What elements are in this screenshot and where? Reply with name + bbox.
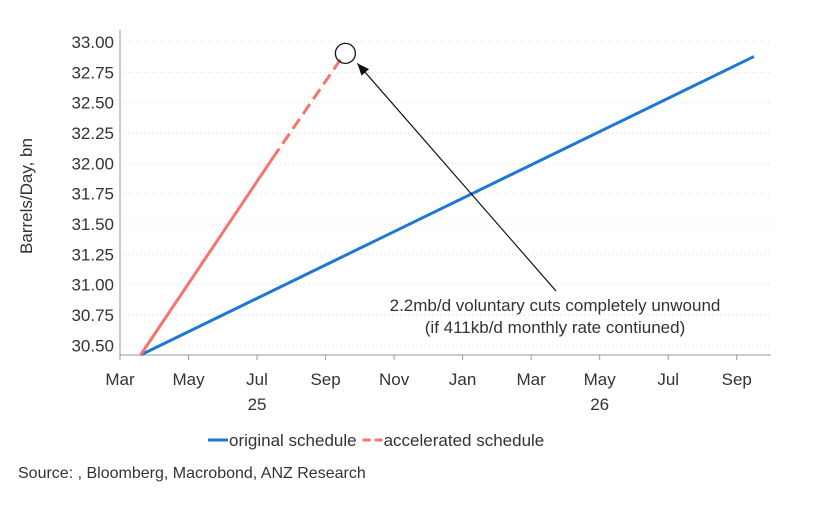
y-tick-label: 32.75 [71,63,114,82]
x-year-label: 25 [248,395,267,414]
x-tick-labels: Mar May Jul Sep Nov Jan Mar May Jul Sep 25 26 [105,370,752,414]
y-tick-label: 32.00 [71,154,114,173]
annotation-arrowhead [357,63,370,76]
series-layer [139,54,755,357]
x-tick-label: Jan [449,370,476,389]
x-tick-label: Jul [246,370,268,389]
annotation-text: (if 411kb/d monthly rate contiuned) [425,318,686,337]
annotation-layer: 2.2mb/d voluntary cuts completely unwoun… [334,42,721,337]
series-line-accelerated-schedule [139,157,274,356]
series-line-accelerated-schedule-projection [271,54,345,160]
y-tick-label: 30.50 [71,336,114,355]
x-tick-label: Jul [657,370,679,389]
x-tick-label: May [172,370,205,389]
x-tick-label: Sep [310,370,340,389]
annotation-circle [334,42,357,64]
y-tick-label: 30.75 [71,306,114,325]
y-tick-label: 31.50 [71,215,114,234]
source-note: Source: , Bloomberg, Macrobond, ANZ Rese… [18,465,366,482]
x-tick-label: Mar [517,370,547,389]
axes-layer [119,30,771,360]
annotation-arrow-line [356,62,557,292]
legend: original schedule accelerated schedule [208,431,544,450]
y-axis-label: Barrels/Day, bn [17,138,36,254]
y-tick-label: 32.50 [71,94,114,113]
y-tick-labels: 33.00 32.75 32.50 32.25 32.00 31.75 31.50 31.25… [71,33,114,355]
x-tick-label: May [584,370,617,389]
legend-label: original schedule [229,431,357,450]
series-line-original-schedule [139,55,755,357]
x-tick-label: Sep [722,370,752,389]
y-tick-label: 31.25 [71,245,114,264]
y-tick-label: 33.00 [71,33,114,52]
annotation-text: 2.2mb/d voluntary cuts completely unwoun… [390,296,721,315]
x-tick-label: Nov [379,370,410,389]
y-tick-label: 32.25 [71,124,114,143]
x-tick-label: Mar [105,370,135,389]
y-tick-label: 31.00 [71,276,114,295]
legend-label: accelerated schedule [384,431,545,450]
x-year-label: 26 [590,395,609,414]
y-tick-label: 31.75 [71,185,114,204]
